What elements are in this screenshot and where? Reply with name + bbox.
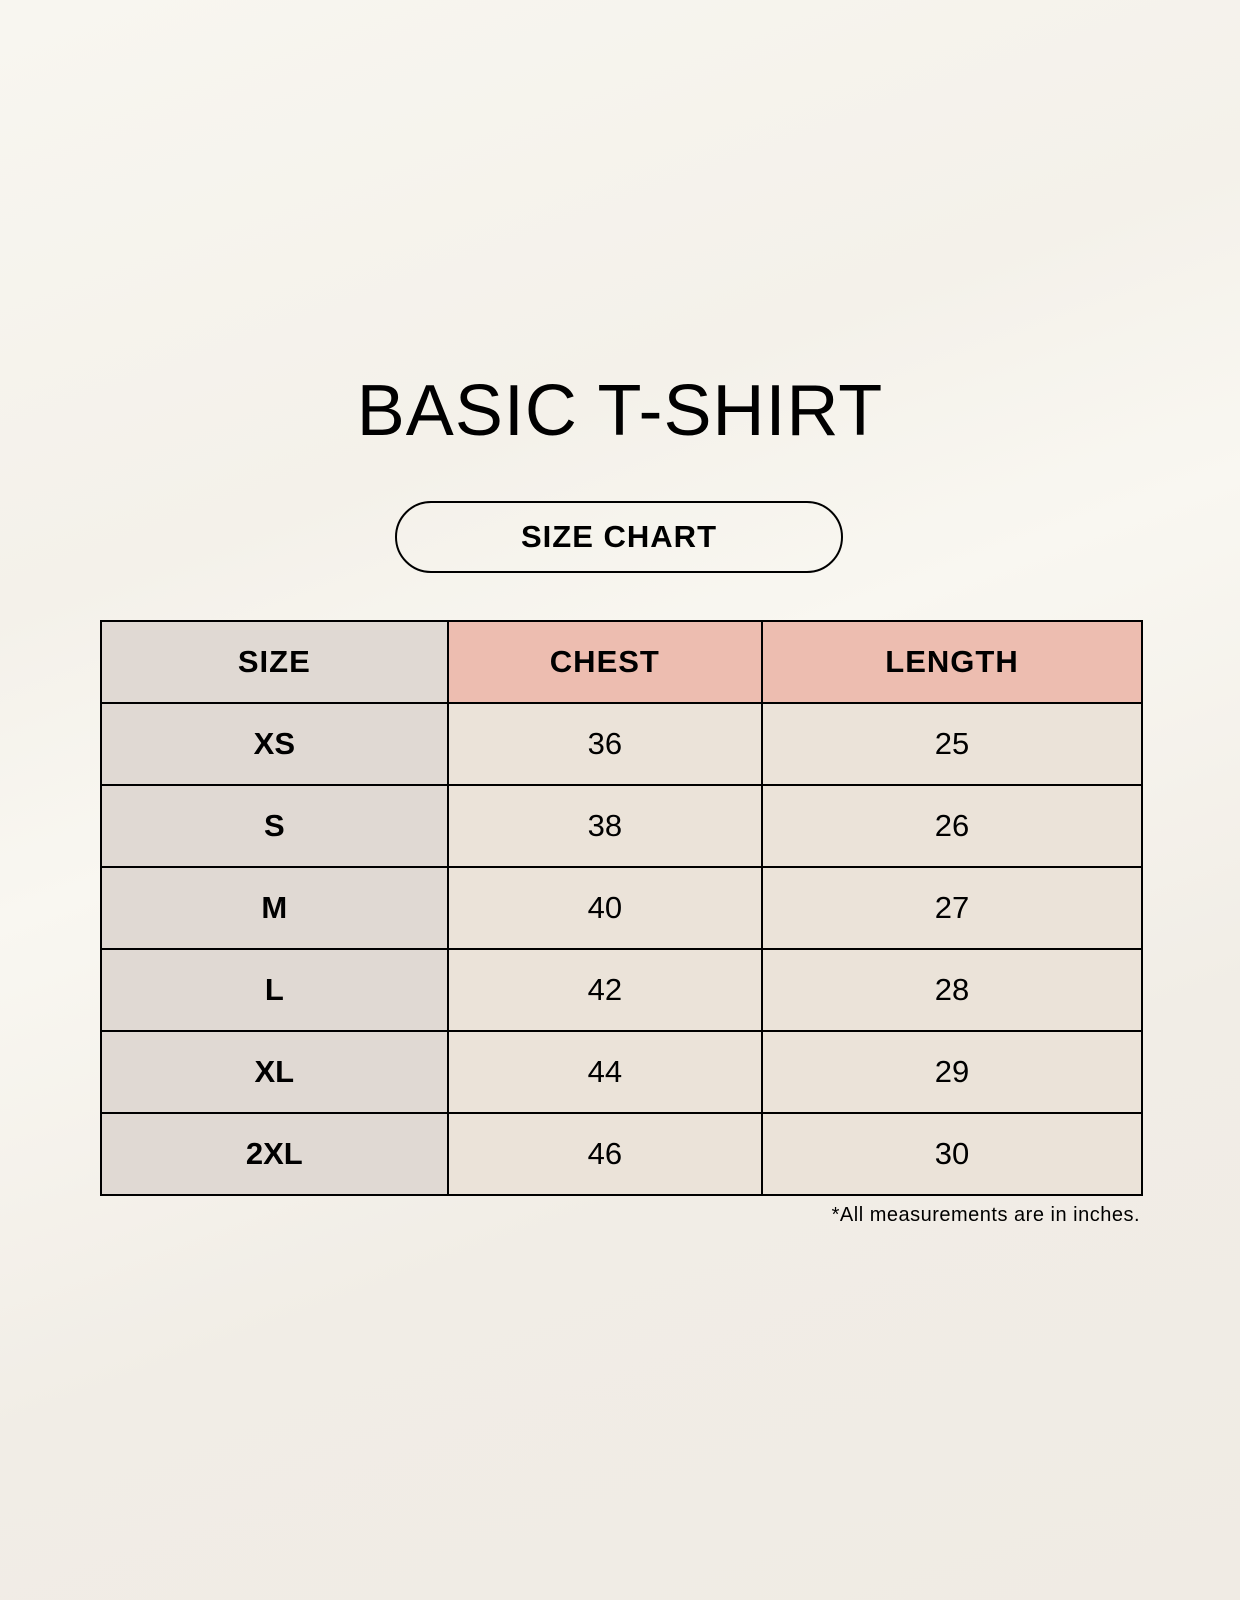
- cell-size: M: [100, 866, 449, 950]
- size-table: SIZE CHEST LENGTH XS 36 25 S 38 26 M 40 27 L 42 28 X…: [100, 620, 1143, 1196]
- cell-length: 28: [761, 948, 1143, 1032]
- table-row: S 38 26: [100, 784, 1143, 868]
- header-length: LENGTH: [761, 620, 1143, 704]
- cell-length: 25: [761, 702, 1143, 786]
- cell-size: S: [100, 784, 449, 868]
- size-chart-label: SIZE CHART: [395, 501, 843, 573]
- cell-size: L: [100, 948, 449, 1032]
- cell-chest: 42: [446, 948, 764, 1032]
- header-chest: CHEST: [446, 620, 764, 704]
- table-row: XL 44 29: [100, 1030, 1143, 1114]
- cell-chest: 40: [446, 866, 764, 950]
- header-size: SIZE: [100, 620, 449, 704]
- table-row: L 42 28: [100, 948, 1143, 1032]
- table-row: 2XL 46 30: [100, 1112, 1143, 1196]
- table-header-row: SIZE CHEST LENGTH: [100, 620, 1143, 704]
- cell-length: 30: [761, 1112, 1143, 1196]
- page-title: BASIC T-SHIRT: [356, 371, 884, 451]
- cell-chest: 36: [446, 702, 764, 786]
- measurement-note: *All measurements are in inches.: [831, 1204, 1140, 1226]
- cell-size: 2XL: [100, 1112, 449, 1196]
- table-row: M 40 27: [100, 866, 1143, 950]
- cell-size: XL: [100, 1030, 449, 1114]
- cell-length: 29: [761, 1030, 1143, 1114]
- cell-length: 27: [761, 866, 1143, 950]
- cell-chest: 38: [446, 784, 764, 868]
- cell-chest: 46: [446, 1112, 764, 1196]
- cell-length: 26: [761, 784, 1143, 868]
- cell-size: XS: [100, 702, 449, 786]
- table-row: XS 36 25: [100, 702, 1143, 786]
- cell-chest: 44: [446, 1030, 764, 1114]
